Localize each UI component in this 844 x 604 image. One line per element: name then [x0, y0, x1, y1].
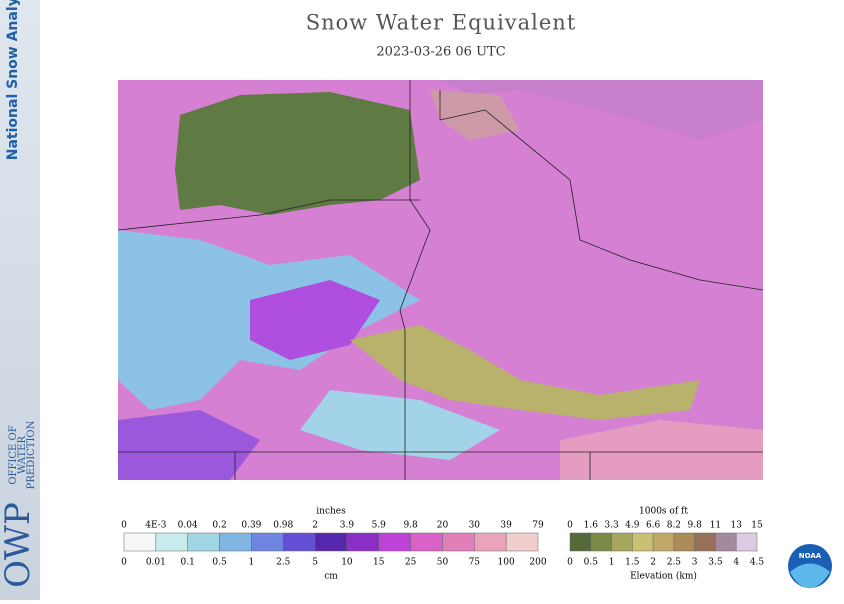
legend-label-top: 9.8 [403, 521, 418, 531]
legend-label-bottom: 50 [437, 558, 449, 568]
legend-label-top: 20 [437, 521, 449, 531]
legend-label-top: 0.39 [241, 521, 261, 531]
legend-swatch [715, 532, 737, 552]
terrain [300, 390, 500, 460]
legend-label-bottom: 75 [469, 558, 481, 568]
legend-unit-top: 1000s of ft [639, 507, 688, 517]
sidebar [0, 0, 40, 600]
legend-swatch [652, 532, 675, 552]
legend-label-top: 3.3 [604, 521, 619, 531]
legend-swatch [590, 532, 612, 552]
legend-label-bottom: 15 [373, 558, 385, 568]
legend-label-top: 5.9 [372, 521, 387, 531]
legend-swatch [505, 532, 539, 552]
legend-label-bottom: 4.5 [750, 558, 765, 568]
legend-label-bottom: 100 [498, 558, 515, 568]
legend-swatch [314, 532, 348, 552]
legend-label-bottom: 10 [341, 558, 353, 568]
noaa-text: NOAA [799, 552, 822, 560]
legend-label-bottom: 3.5 [708, 558, 723, 568]
terrain [118, 80, 763, 140]
legend-label-bottom: 0.01 [146, 558, 166, 568]
legend-label-bottom: 0.5 [212, 558, 227, 568]
legend-label-top: 8.2 [667, 521, 681, 531]
legend-swatch [282, 532, 316, 552]
legend-label-top: 6.6 [646, 521, 661, 531]
legend-swatch [410, 532, 443, 552]
owp-logo: OWP [0, 502, 38, 588]
legend-label-bottom: 1.5 [625, 558, 640, 568]
legend-label-top: 9.8 [688, 521, 703, 531]
legend-label-top: 0.2 [212, 521, 226, 531]
legend-label-top: 11 [710, 521, 721, 531]
legend-unit-top: inches [316, 507, 346, 517]
legend-swatch [442, 532, 475, 552]
legend-swatch [632, 532, 654, 552]
legend-swatch [346, 532, 380, 552]
legend-label-top: 15 [751, 521, 763, 531]
terrain [430, 90, 520, 140]
legend-label-bottom: 2.5 [276, 558, 291, 568]
title: Snow Water Equivalent [306, 11, 577, 35]
legend-label-bottom: 25 [405, 558, 417, 568]
legend-label-bottom: 2.5 [667, 558, 682, 568]
legend-label-bottom: 200 [529, 558, 546, 568]
legend-label-bottom: 0 [567, 558, 573, 568]
boundary [117, 80, 763, 480]
legend-label-top: 1.6 [584, 521, 599, 531]
legend-swatch [187, 532, 220, 552]
office-name: OFFICE OFWATERPREDICTION [8, 420, 37, 489]
legend-label-top: 0 [567, 521, 573, 531]
legend-swatch [735, 532, 758, 552]
noaa-logo: NOAA [788, 544, 832, 588]
legend-swatch [251, 532, 284, 552]
legend-swatch [673, 532, 695, 552]
terrain [350, 325, 700, 420]
legend-label-bottom: 4 [733, 558, 739, 568]
terrain [560, 420, 763, 480]
legends: 0 4E-3 0.04 0.2 0.39 0.98 2 3.9 5.9 9.8 20 30 39 790 0… [121, 507, 764, 582]
boundary [439, 90, 764, 291]
legend-label-top: 39 [500, 521, 512, 531]
map [117, 80, 764, 480]
legend-unit-bottom: Elevation (km) [630, 571, 697, 582]
legend-swatch [694, 532, 716, 552]
legend-label-top: 0.98 [273, 521, 293, 531]
legend-label-top: 4E-3 [145, 521, 167, 531]
legend-label-top: 79 [532, 521, 544, 531]
legend-label-bottom: 1 [249, 558, 255, 568]
terrain [118, 410, 260, 480]
legend-swatch [123, 532, 157, 552]
terrain [250, 280, 380, 360]
legend-swatch [569, 532, 592, 552]
legend-swatch [474, 532, 507, 552]
legend-label-top: 2 [312, 521, 318, 531]
terrain [175, 92, 420, 215]
legend-label-top: 0 [121, 521, 127, 531]
legend-label-top: 30 [469, 521, 481, 531]
legend-label-top: 4.9 [625, 521, 640, 531]
legend-label-top: 3.9 [340, 521, 355, 531]
legend-label-top: 0.04 [178, 521, 198, 531]
legend-label-bottom: 2 [650, 558, 656, 568]
legend-label-bottom: 3 [692, 558, 698, 568]
legend-label-bottom: 0 [121, 558, 127, 568]
legend-swatch [219, 532, 252, 552]
legend-label-bottom: 1 [609, 558, 615, 568]
legend-label-bottom: 0.5 [584, 558, 599, 568]
legend-swatch [378, 532, 411, 552]
legend-swatch [155, 532, 188, 552]
legend-label-bottom: 5 [312, 558, 318, 568]
legend-label-top: 13 [730, 521, 742, 531]
legend-label-bottom: 0.1 [181, 558, 195, 568]
legend-swatch [611, 532, 633, 552]
subtitle: 2023-03-26 06 UTC [376, 45, 505, 60]
product-name: National Snow Analysis [5, 0, 21, 160]
legend-unit-bottom: cm [324, 572, 338, 582]
